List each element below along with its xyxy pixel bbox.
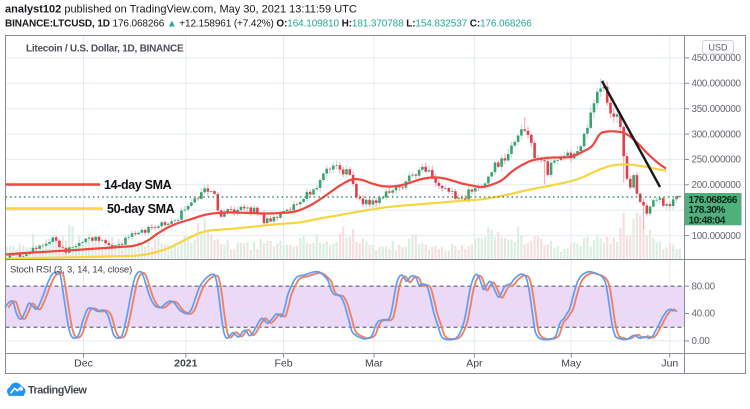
svg-text:300.000000: 300.000000 <box>692 129 742 140</box>
svg-text:Jun: Jun <box>661 358 678 370</box>
svg-text:178.30%: 178.30% <box>689 205 726 216</box>
svg-text:350.000000: 350.000000 <box>692 104 742 115</box>
svg-text:Apr: Apr <box>466 358 483 370</box>
svg-text:200.000000: 200.000000 <box>692 180 742 191</box>
svg-text:100.000000: 100.000000 <box>692 231 742 242</box>
svg-text:0.00: 0.00 <box>692 336 711 347</box>
svg-text:Dec: Dec <box>74 358 93 370</box>
svg-text:USD: USD <box>708 43 728 53</box>
svg-text:May: May <box>561 358 582 370</box>
svg-text:176.068266: 176.068266 <box>689 195 738 206</box>
svg-text:50-day SMA: 50-day SMA <box>107 202 175 216</box>
svg-text:TradingView: TradingView <box>28 385 88 397</box>
svg-text:450.000000: 450.000000 <box>692 53 742 64</box>
svg-text:14-day SMA: 14-day SMA <box>104 178 172 192</box>
svg-text:80.00: 80.00 <box>692 281 716 292</box>
svg-text:Stoch RSI (3, 3, 14, 14, close: Stoch RSI (3, 3, 14, 14, close) <box>10 265 132 276</box>
svg-text:250.000000: 250.000000 <box>692 155 742 166</box>
svg-text:10:48:04: 10:48:04 <box>689 216 726 227</box>
svg-text:40.00: 40.00 <box>692 309 716 320</box>
svg-text:Mar: Mar <box>365 358 384 370</box>
svg-text:Litecoin / U.S. Dollar, 1D, BI: Litecoin / U.S. Dollar, 1D, BINANCE <box>26 44 184 55</box>
svg-text:2021: 2021 <box>174 358 198 370</box>
svg-text:400.000000: 400.000000 <box>692 79 742 90</box>
svg-text:Feb: Feb <box>274 358 292 370</box>
svg-text:BINANCE:LTCUSD, 1D 176.068266: BINANCE:LTCUSD, 1D 176.068266 ▲ +12.1589… <box>5 19 532 30</box>
svg-text:analyst102 published on Tradin: analyst102 published on TradingView.com,… <box>5 4 357 16</box>
